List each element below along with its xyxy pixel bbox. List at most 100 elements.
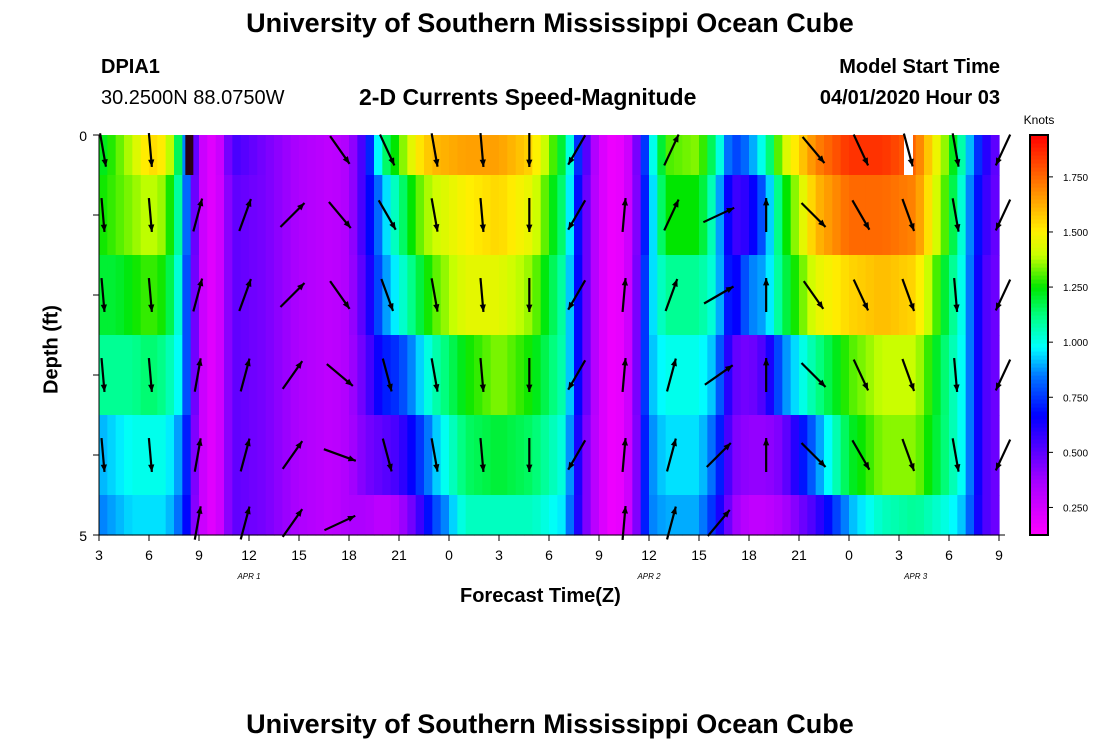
heatmap-cell xyxy=(607,135,617,176)
heatmap-cell xyxy=(324,255,333,336)
heatmap-cell xyxy=(207,255,217,336)
heatmap-cell xyxy=(899,135,908,176)
colorbar-band xyxy=(1030,455,1048,460)
heatmap-cell xyxy=(982,255,992,336)
current-vector xyxy=(665,506,677,540)
heatmap-cell xyxy=(932,135,942,176)
colorbar-band xyxy=(1030,179,1048,184)
current-vector xyxy=(526,133,533,167)
colorbar-band xyxy=(1030,487,1048,492)
current-vector xyxy=(664,278,679,312)
colorbar-band xyxy=(1030,135,1048,140)
current-vector xyxy=(951,133,961,167)
vector-head xyxy=(386,383,393,392)
heatmap-cell xyxy=(474,175,483,256)
current-vector xyxy=(239,438,251,472)
vector-head xyxy=(295,441,303,449)
colorbar-band xyxy=(1030,263,1048,268)
current-vector xyxy=(567,199,587,231)
vector-head xyxy=(347,515,356,522)
heatmap-cell xyxy=(149,415,158,496)
vector-head xyxy=(433,383,440,392)
heatmap-cell xyxy=(149,175,158,256)
current-vector xyxy=(430,438,440,472)
current-vector xyxy=(380,278,395,312)
current-vector xyxy=(621,277,628,313)
heatmap-cell xyxy=(474,255,483,336)
heatmap-cell xyxy=(365,175,375,256)
heatmap-cell xyxy=(390,135,400,176)
vector-head xyxy=(670,358,677,367)
heatmap-cell xyxy=(449,335,458,416)
current-vector xyxy=(953,357,960,393)
heatmap-cell xyxy=(874,255,883,336)
heatmap-cell xyxy=(740,175,750,256)
heatmap-cell xyxy=(915,415,925,496)
heatmap-cell xyxy=(390,175,400,256)
x-tick-label: 3 xyxy=(95,547,103,563)
current-vector xyxy=(526,278,533,312)
heatmap-cell xyxy=(532,255,542,336)
vector-head xyxy=(244,358,251,367)
heatmap-cell xyxy=(815,495,825,536)
heatmap-cell xyxy=(232,135,242,176)
heatmap-cell xyxy=(632,135,642,176)
heatmap-cell xyxy=(740,415,750,496)
current-vector xyxy=(100,197,107,233)
vector-head xyxy=(908,222,915,231)
heatmap-cell xyxy=(340,135,350,176)
current-vector xyxy=(147,277,155,313)
heatmap-cell xyxy=(782,135,792,176)
heatmap-cell xyxy=(949,135,958,176)
date-label: APR 2 xyxy=(636,572,661,581)
heatmap-cell xyxy=(690,415,700,496)
current-vector xyxy=(703,285,735,305)
vector-head xyxy=(100,384,107,392)
colorbar-band xyxy=(1030,143,1048,148)
colorbar-band xyxy=(1030,195,1048,200)
heatmap-cell xyxy=(190,175,200,256)
heatmap-cell xyxy=(457,255,467,336)
masked-cell xyxy=(185,135,194,175)
heatmap-cell xyxy=(532,175,542,256)
heatmap-cell xyxy=(932,335,942,416)
heatmap-cell xyxy=(499,415,508,496)
colorbar-band xyxy=(1030,471,1048,476)
heatmap-cell xyxy=(332,495,342,536)
y-axis-label: Depth (ft) xyxy=(40,305,63,394)
heatmap-cell xyxy=(840,495,850,536)
heatmap-cell xyxy=(774,415,783,496)
vector-head xyxy=(863,461,870,470)
heatmap-cell xyxy=(299,255,308,336)
heatmap-cell xyxy=(490,335,500,416)
heatmap-cell xyxy=(715,415,725,496)
heatmap-cell xyxy=(290,335,300,416)
heatmap-cell xyxy=(857,495,867,536)
heatmap-cell xyxy=(440,415,450,496)
colorbar-tick-label: 1.000 xyxy=(1063,338,1088,349)
current-vector xyxy=(901,438,916,472)
model-start-value: 04/01/2020 Hour 03 xyxy=(819,87,1000,109)
heatmap-cell xyxy=(957,175,967,256)
heatmap-cell xyxy=(424,415,433,496)
heatmap-cell xyxy=(540,335,550,416)
heatmap-cell xyxy=(657,175,667,256)
heatmap-cell xyxy=(174,255,183,336)
heatmap-cell xyxy=(557,415,567,496)
vector-head xyxy=(148,159,155,167)
heatmap-cell xyxy=(857,135,867,176)
heatmap-cell xyxy=(590,135,600,176)
heatmap-cell xyxy=(424,255,433,336)
current-vector xyxy=(663,199,680,231)
heatmap-cell xyxy=(540,255,550,336)
heatmap-cell xyxy=(182,495,192,536)
colorbar-band xyxy=(1030,155,1048,160)
heatmap-cell xyxy=(824,415,833,496)
heatmap-cell xyxy=(390,495,400,536)
heatmap-cell xyxy=(807,415,817,496)
vector-head xyxy=(763,358,770,366)
current-vector xyxy=(479,437,486,473)
heatmap-cell xyxy=(574,415,583,496)
heatmap-cell xyxy=(882,175,892,256)
